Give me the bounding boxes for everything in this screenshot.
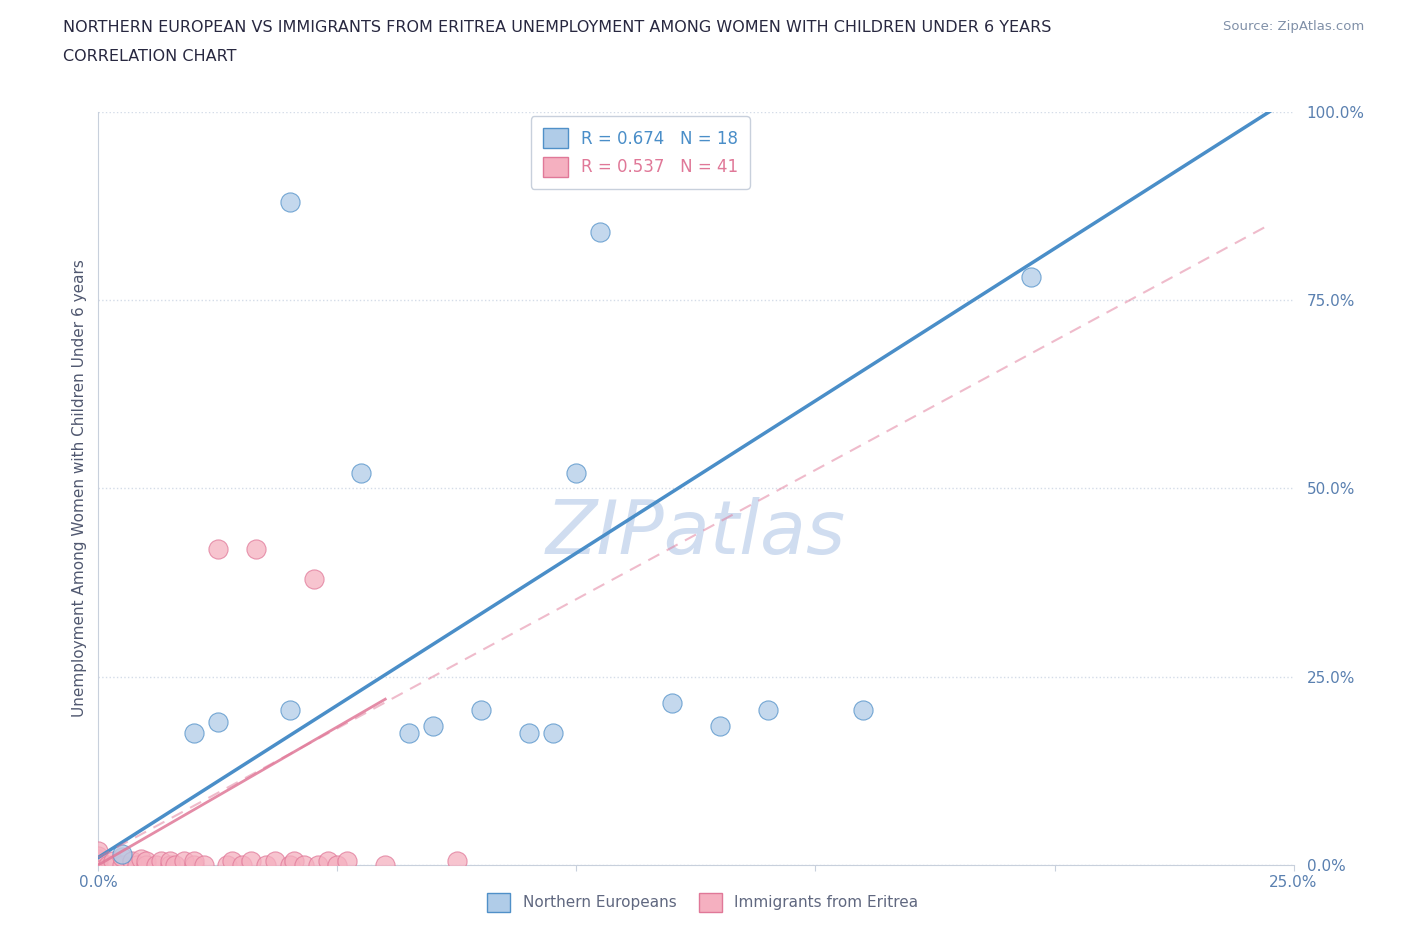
Point	[183, 854, 205, 869]
Point	[87, 857, 110, 872]
Point	[254, 857, 277, 872]
Point	[125, 857, 148, 872]
Point	[87, 854, 110, 869]
Point	[135, 854, 157, 869]
Point	[183, 857, 205, 872]
Text: NORTHERN EUROPEAN VS IMMIGRANTS FROM ERITREA UNEMPLOYMENT AMONG WOMEN WITH CHILD: NORTHERN EUROPEAN VS IMMIGRANTS FROM ERI…	[63, 20, 1052, 35]
Point	[159, 854, 181, 869]
Point	[240, 854, 263, 869]
Point	[336, 854, 359, 869]
Text: Source: ZipAtlas.com: Source: ZipAtlas.com	[1223, 20, 1364, 33]
Point	[541, 725, 564, 740]
Point	[350, 466, 373, 481]
Point	[326, 857, 349, 872]
Point	[173, 854, 195, 869]
Point	[87, 852, 110, 867]
Point	[231, 857, 253, 872]
Point	[135, 857, 157, 872]
Legend: R = 0.674   N = 18, R = 0.537   N = 41: R = 0.674 N = 18, R = 0.537 N = 41	[531, 116, 749, 189]
Point	[316, 854, 339, 869]
Point	[149, 854, 172, 869]
Point	[756, 703, 779, 718]
Point	[183, 725, 205, 740]
Point	[221, 854, 243, 869]
Point	[709, 718, 731, 733]
Point	[87, 844, 110, 858]
Point	[97, 857, 120, 872]
Point	[374, 857, 396, 872]
Point	[302, 571, 325, 586]
Point	[446, 854, 468, 869]
Point	[101, 854, 124, 869]
Point	[207, 541, 229, 556]
Point	[145, 857, 167, 872]
Point	[111, 850, 134, 865]
Point	[245, 541, 267, 556]
Y-axis label: Unemployment Among Women with Children Under 6 years: Unemployment Among Women with Children U…	[72, 259, 87, 717]
Point	[264, 854, 287, 869]
Point	[278, 857, 301, 872]
Point	[292, 857, 315, 872]
Point	[131, 852, 153, 867]
Point	[278, 703, 301, 718]
Point	[307, 857, 329, 872]
Point	[111, 846, 134, 861]
Point	[121, 854, 143, 869]
Point	[87, 848, 110, 863]
Point	[193, 857, 215, 872]
Point	[470, 703, 492, 718]
Point	[565, 466, 588, 481]
Point	[422, 718, 444, 733]
Point	[278, 194, 301, 209]
Text: CORRELATION CHART: CORRELATION CHART	[63, 49, 236, 64]
Point	[217, 857, 239, 872]
Point	[111, 857, 134, 872]
Point	[398, 725, 420, 740]
Point	[589, 225, 612, 240]
Text: ZIPatlas: ZIPatlas	[546, 498, 846, 569]
Point	[661, 696, 683, 711]
Legend: Northern Europeans, Immigrants from Eritrea: Northern Europeans, Immigrants from Erit…	[481, 887, 925, 918]
Point	[1019, 270, 1042, 285]
Point	[283, 854, 305, 869]
Point	[163, 857, 186, 872]
Point	[159, 857, 181, 872]
Point	[207, 714, 229, 729]
Point	[852, 703, 875, 718]
Point	[517, 725, 540, 740]
